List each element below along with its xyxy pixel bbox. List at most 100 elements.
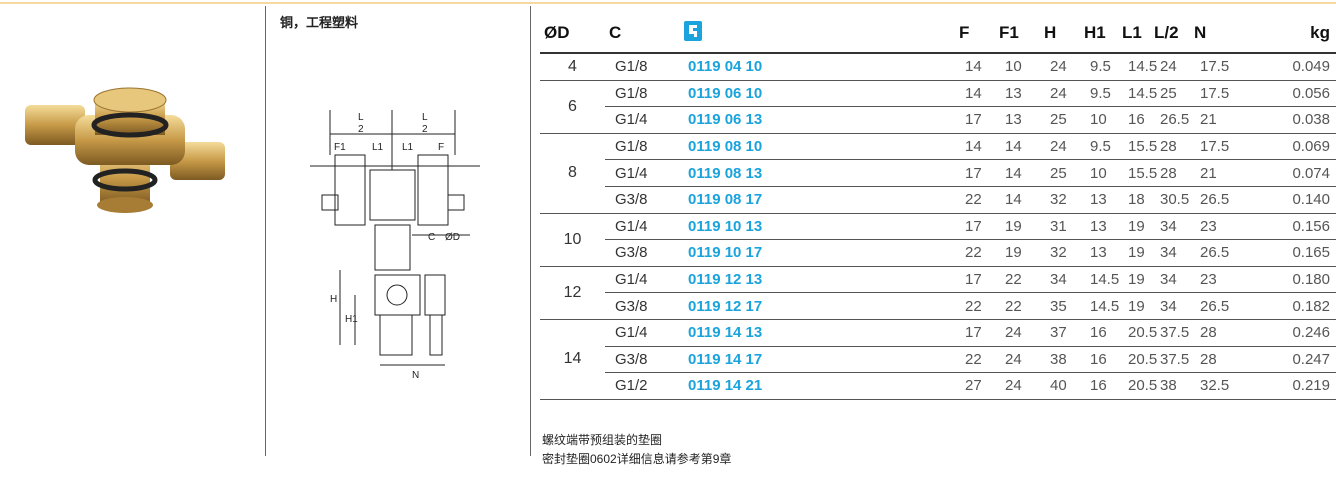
- table-cell: 19: [1118, 292, 1150, 320]
- table-cell: 14.5: [1118, 80, 1157, 108]
- table-cell: 13: [995, 80, 1040, 108]
- table-cell: 16: [1080, 346, 1118, 374]
- table-row: G3/8 0119 10 17 22 19 32 13 19 34 26.5 0.165: [540, 239, 1336, 267]
- table-cell: 17: [955, 159, 995, 187]
- table-row: G1/4 0119 08 13 17 14 25 10 15.5 28 21 0.074: [540, 159, 1336, 187]
- brand-icon: [684, 20, 702, 41]
- table-cell: 23: [1190, 266, 1240, 294]
- diameter-cell: 14: [540, 319, 605, 400]
- part-number: 0119 08 10: [680, 133, 955, 161]
- dim-label: L1: [402, 142, 414, 153]
- table-cell: 25: [1040, 106, 1080, 134]
- table-cell: 0.140: [1240, 186, 1336, 214]
- part-number: 0119 04 10: [680, 53, 955, 81]
- table-cell: 10: [1080, 159, 1118, 187]
- part-number: 0119 14 17: [680, 346, 955, 374]
- table-cell: 20.5: [1118, 319, 1157, 347]
- table-cell: 24: [995, 319, 1040, 347]
- table-cell: G1/4: [605, 159, 680, 187]
- dim-label: H1: [345, 314, 358, 325]
- table-cell: 16: [1080, 372, 1118, 400]
- table-cell: 37.5: [1150, 319, 1190, 347]
- table-cell: 16: [1118, 106, 1150, 134]
- table-cell: 24: [995, 346, 1040, 374]
- part-number: 0119 10 13: [680, 213, 955, 241]
- table-cell: 34: [1040, 266, 1080, 294]
- table-row: 6 G1/8 0119 06 10 14 13 24 9.5 14.5 25 17.5 0.056: [540, 80, 1336, 134]
- table-cell: G1/8: [605, 80, 680, 108]
- note: 螺纹端带预组装的垫圈: [542, 433, 663, 447]
- table-cell: 21: [1190, 159, 1240, 187]
- part-number: 0119 10 17: [680, 239, 955, 267]
- table-cell: G1/2: [605, 372, 680, 400]
- table-cell: 34: [1150, 239, 1190, 267]
- dim-label: F: [438, 142, 444, 153]
- table-cell: 0.165: [1240, 239, 1336, 267]
- table-cell: 9.5: [1080, 133, 1118, 161]
- table-cell: 40: [1040, 372, 1080, 400]
- material: 铜，工程塑料: [280, 15, 359, 30]
- table-cell: G1/8: [605, 133, 680, 161]
- table-cell: 9.5: [1080, 53, 1118, 81]
- table-cell: 0.182: [1240, 292, 1336, 320]
- divider: [530, 6, 531, 456]
- table-cell: 26.5: [1150, 106, 1190, 134]
- table-cell: 18: [1118, 186, 1150, 214]
- table-row: G1/4 0119 06 13 17 13 25 10 16 26.5 21 0.038: [540, 106, 1336, 134]
- divider: [265, 6, 266, 456]
- part-number: 0119 06 10: [680, 80, 955, 108]
- table-cell: 9.5: [1080, 80, 1118, 108]
- dim-label: H: [330, 294, 337, 305]
- table-cell: 20.5: [1118, 372, 1157, 400]
- product-photo: [25, 87, 225, 213]
- part-number: 0119 06 13: [680, 106, 955, 134]
- table-cell: 16: [1080, 319, 1118, 347]
- table-cell: 19: [1118, 266, 1150, 294]
- dim-label: N: [412, 370, 419, 380]
- top-rule: [0, 2, 1336, 4]
- table-cell: 34: [1150, 266, 1190, 294]
- table-cell: 0.056: [1240, 80, 1336, 108]
- table-cell: G1/4: [605, 106, 680, 134]
- technical-drawing: L 2 L 2 F1 L1 L1 F C ØD H H1 N: [310, 110, 480, 380]
- table-cell: 26.5: [1190, 292, 1240, 320]
- column-header: L1: [1118, 14, 1150, 54]
- table-cell: G1/4: [605, 319, 680, 347]
- table-cell: 14: [955, 80, 995, 108]
- table-row: G3/8 0119 12 17 22 22 35 14.5 19 34 26.5 0.182: [540, 292, 1336, 320]
- table-cell: 0.069: [1240, 133, 1336, 161]
- note: 密封垫圈0602详细信息请参考第9章: [542, 452, 732, 466]
- table-row: G1/2 0119 14 21 27 24 40 16 20.5 38 32.5 0.219: [540, 372, 1336, 400]
- diameter-cell: 4: [540, 53, 605, 81]
- table-row: 8 G1/8 0119 08 10 14 14 24 9.5 15.5 28 17.5 0.069: [540, 133, 1336, 214]
- table-cell: 0.038: [1240, 106, 1336, 134]
- table-cell: 17: [955, 319, 995, 347]
- part-number: 0119 12 17: [680, 292, 955, 320]
- table-cell: 10: [1080, 106, 1118, 134]
- table-cell: 25: [1150, 80, 1190, 108]
- table-cell: 32: [1040, 239, 1080, 267]
- dim-label: 2: [358, 124, 364, 135]
- table-cell: 30.5: [1150, 186, 1190, 214]
- table-cell: 34: [1150, 292, 1190, 320]
- table-cell: 34: [1150, 213, 1190, 241]
- table-cell: 0.246: [1240, 319, 1336, 347]
- table-cell: 37.5: [1150, 346, 1190, 374]
- table-cell: 19: [1118, 213, 1150, 241]
- table-cell: 24: [1040, 133, 1080, 161]
- dim-label: L1: [372, 142, 384, 153]
- column-header: H1: [1080, 14, 1118, 54]
- table-cell: 22: [955, 186, 995, 214]
- table-row: 4 G1/8 0119 04 10 14 10 24 9.5 14.5 24 17.5 0.049: [540, 53, 1336, 81]
- table-cell: G3/8: [605, 239, 680, 267]
- table-cell: 14: [995, 133, 1040, 161]
- table-cell: 22: [955, 239, 995, 267]
- table-cell: 24: [1150, 53, 1190, 81]
- table-cell: 14: [995, 159, 1040, 187]
- part-number: 0119 08 13: [680, 159, 955, 187]
- diameter-cell: 6: [540, 80, 605, 134]
- table-cell: G1/8: [605, 53, 680, 81]
- table-cell: 10: [995, 53, 1040, 81]
- table-cell: 15.5: [1118, 133, 1157, 161]
- table-cell: 23: [1190, 213, 1240, 241]
